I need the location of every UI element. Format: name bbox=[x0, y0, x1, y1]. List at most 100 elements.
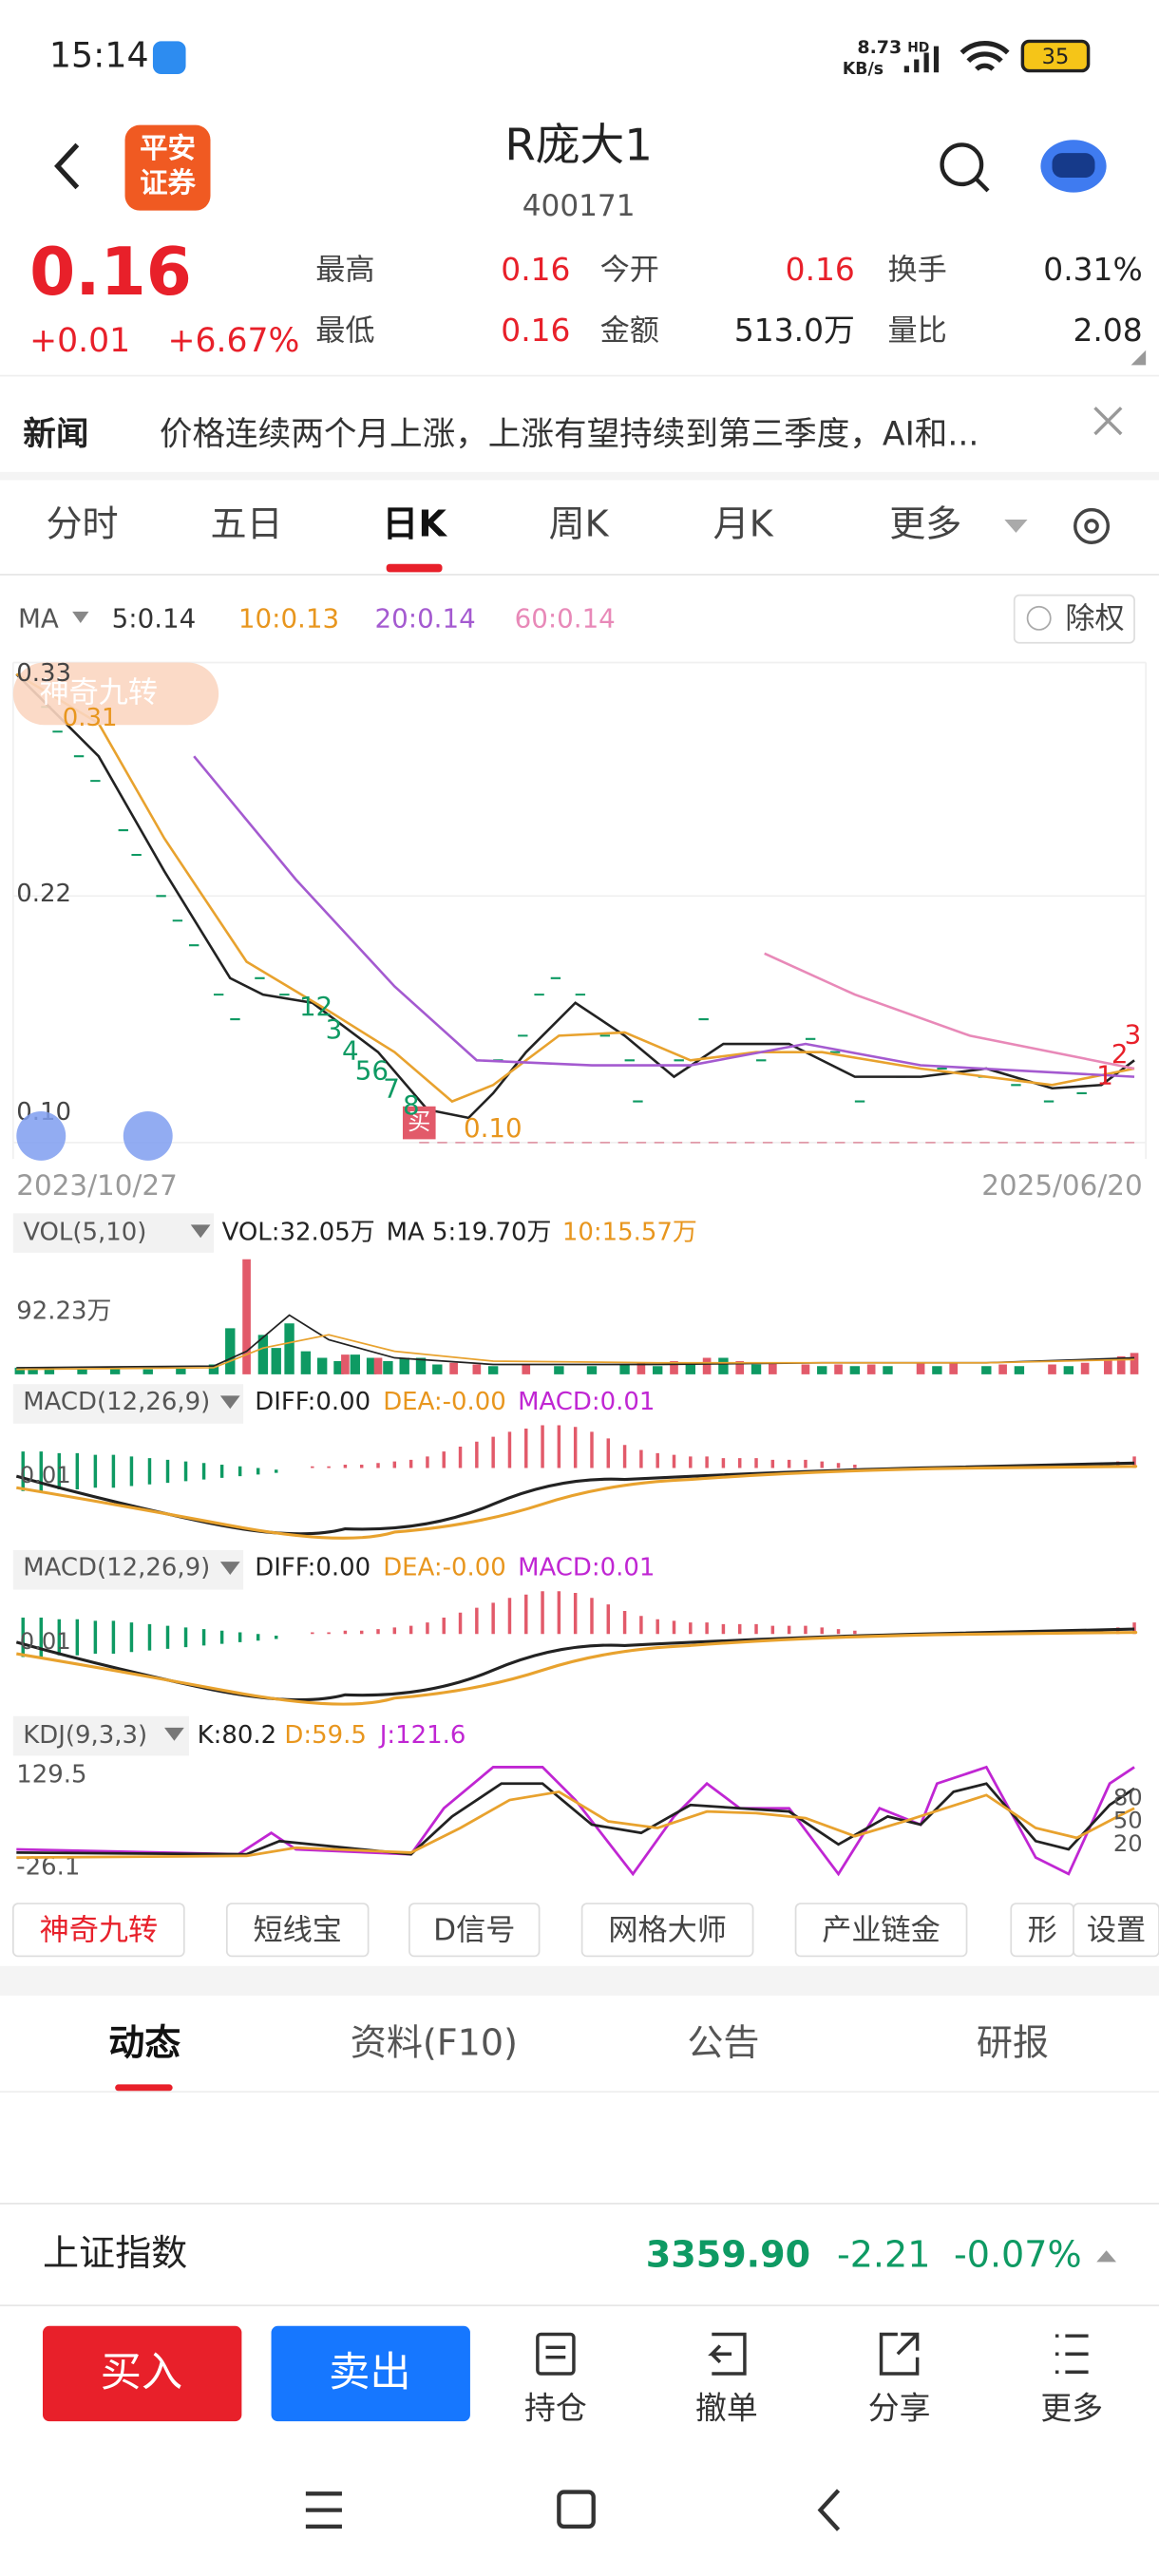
macd-value: MACD:0.01 bbox=[518, 1554, 655, 1582]
action-label[interactable]: 更多 bbox=[1040, 2390, 1103, 2427]
buy-button[interactable] bbox=[42, 2325, 242, 2422]
shape bbox=[545, 2345, 566, 2359]
sell-button[interactable] bbox=[271, 2325, 470, 2422]
band bbox=[0, 471, 1159, 481]
macd-axis: 0.01 bbox=[20, 1628, 71, 1655]
ma10: 10:0.13 bbox=[238, 603, 339, 635]
battery-level: 35 bbox=[1042, 45, 1070, 69]
expand-button[interactable] bbox=[16, 1110, 66, 1161]
tool-button[interactable] bbox=[1073, 1903, 1159, 1958]
j-line bbox=[16, 1765, 1135, 1877]
content-tab[interactable]: 动态 bbox=[108, 2021, 180, 2063]
field-value: 2.08 bbox=[1074, 312, 1143, 349]
vol-axis: 92.23万 bbox=[16, 1297, 111, 1326]
net-type: HD bbox=[907, 40, 929, 55]
field-label: 换手 bbox=[887, 254, 946, 288]
search-handle bbox=[975, 178, 990, 193]
ma20: 20:0.14 bbox=[375, 603, 476, 635]
tool-label: 形 bbox=[1028, 1913, 1057, 1947]
shape bbox=[536, 2332, 576, 2376]
divider bbox=[0, 2203, 1159, 2205]
field-value: 513.0万 bbox=[734, 312, 855, 349]
dea-value: DEA:-0.00 bbox=[383, 1554, 506, 1582]
macd-value: MACD:0.01 bbox=[518, 1388, 655, 1416]
action-label[interactable]: 持仓 bbox=[524, 2390, 587, 2427]
nine-num: 3 bbox=[326, 1013, 343, 1045]
tool-button[interactable] bbox=[580, 1903, 754, 1958]
change-pct: +6.67% bbox=[168, 322, 300, 360]
macd-bars-up bbox=[311, 1425, 1136, 1468]
dropdown-arrow bbox=[190, 1224, 211, 1239]
period-tab[interactable]: 日K bbox=[382, 502, 447, 544]
field-value: 0.16 bbox=[501, 251, 570, 288]
indicator-selector[interactable] bbox=[12, 1213, 214, 1253]
low-mark: 0.10 bbox=[464, 1112, 522, 1144]
fullscreen-button[interactable] bbox=[123, 1110, 173, 1161]
tool-button[interactable] bbox=[225, 1903, 370, 1958]
search-button[interactable] bbox=[940, 142, 984, 187]
settings-button[interactable] bbox=[1074, 507, 1111, 544]
nav-back[interactable] bbox=[817, 2489, 841, 2531]
content-tab[interactable]: 公告 bbox=[687, 2021, 759, 2063]
period-tab[interactable]: 月K bbox=[713, 502, 774, 544]
nine-num: 1 bbox=[1096, 1060, 1113, 1091]
change: +0.01 bbox=[29, 322, 130, 360]
kdj-level: 80 bbox=[1113, 1784, 1143, 1810]
indicator-selector[interactable] bbox=[12, 1384, 244, 1424]
news-label: 新闻 bbox=[23, 416, 88, 454]
nine-turn-badge[interactable] bbox=[12, 662, 219, 726]
dropdown-arrow bbox=[164, 1727, 184, 1741]
time: 15:14 bbox=[49, 35, 149, 76]
candles bbox=[41, 706, 1087, 1103]
content-tab[interactable]: 资料(F10) bbox=[351, 2021, 518, 2063]
action-label[interactable]: 撤单 bbox=[695, 2390, 758, 2427]
expand-arrow[interactable] bbox=[1096, 2250, 1117, 2263]
logo-text: 平安 bbox=[140, 132, 196, 164]
tool-button[interactable] bbox=[11, 1903, 185, 1958]
high-mark: 0.31 bbox=[63, 704, 118, 732]
high-label: 0.33 bbox=[16, 659, 71, 688]
tool-label: 短线宝 bbox=[254, 1913, 342, 1947]
period-tab[interactable]: 分时 bbox=[46, 502, 118, 544]
kdj-label: KDJ(9,3,3) bbox=[23, 1721, 147, 1750]
macd-axis: 0.01 bbox=[20, 1462, 71, 1488]
rights-text: 除权 bbox=[1065, 602, 1124, 636]
dropdown-arrow bbox=[1004, 519, 1028, 533]
tab-underline bbox=[386, 563, 443, 573]
logo bbox=[124, 124, 211, 211]
field-label: 金额 bbox=[600, 314, 659, 349]
tool-button[interactable] bbox=[408, 1903, 541, 1958]
shape: 动态 资料(F10) 公告 研报 bbox=[108, 2021, 1049, 2063]
nav-home[interactable] bbox=[557, 2490, 596, 2529]
indicator-selector[interactable] bbox=[12, 1715, 190, 1756]
field-label: 最高 bbox=[315, 254, 374, 288]
vol-ma10: 10:15.57万 bbox=[562, 1219, 697, 1247]
tool-button[interactable] bbox=[794, 1903, 968, 1958]
info-icon bbox=[1026, 605, 1052, 631]
field-value: 0.16 bbox=[501, 312, 570, 349]
nine-num: 12 bbox=[299, 991, 332, 1022]
nine-num: 2 bbox=[1112, 1038, 1129, 1070]
nav-menu[interactable] bbox=[305, 2491, 342, 2529]
action-label[interactable]: 分享 bbox=[868, 2390, 931, 2427]
index-name: 上证指数 bbox=[43, 2232, 187, 2274]
news-text[interactable]: 价格连续两个月上涨，上涨有望持续到第三季度，AI和... bbox=[160, 416, 979, 454]
shape: 最高 0.16 今开 0.16 换手 0.31% 最低 0.16 金额 513.0万 量比 2.08 bbox=[315, 251, 1142, 349]
period-tab[interactable]: 周K bbox=[549, 502, 610, 544]
index-change: -2.21 bbox=[837, 2234, 930, 2276]
macd-bars-down bbox=[21, 1451, 278, 1491]
grid bbox=[11, 661, 1148, 1160]
period-tab[interactable]: 五日 bbox=[211, 502, 283, 544]
content-tab[interactable]: 研报 bbox=[977, 2021, 1049, 2063]
ma20-line bbox=[193, 755, 1135, 1078]
action-icons bbox=[536, 2332, 1089, 2376]
upload-icon bbox=[152, 41, 186, 75]
period-tab[interactable]: 更多 bbox=[889, 502, 961, 544]
close-news[interactable] bbox=[1093, 407, 1123, 436]
kdj-max: 129.5 bbox=[16, 1761, 86, 1790]
shape bbox=[1054, 2334, 1089, 2374]
back-button[interactable] bbox=[54, 142, 80, 190]
end-date: 2025/06/20 bbox=[981, 1169, 1143, 1202]
